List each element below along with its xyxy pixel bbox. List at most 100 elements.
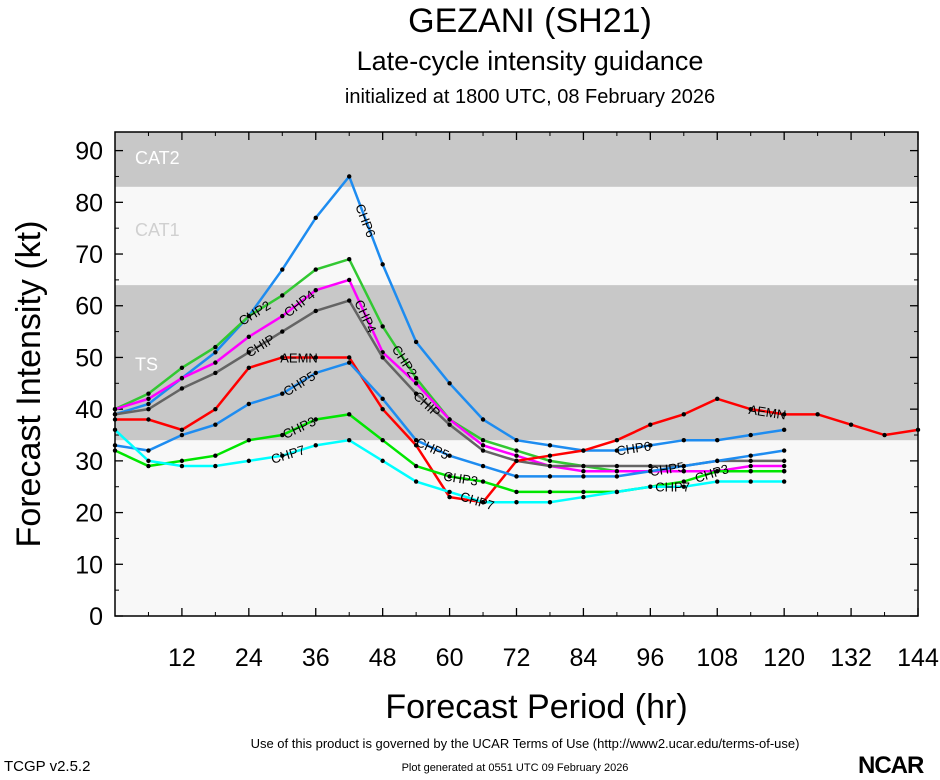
x-tick-label: 132	[830, 644, 872, 672]
data-point	[413, 463, 419, 469]
series-label: AEMN	[748, 402, 787, 423]
band-label: CAT1	[135, 220, 180, 240]
data-point	[380, 406, 385, 412]
data-point	[112, 427, 118, 433]
y-tick-label: 20	[75, 500, 103, 528]
data-point	[480, 417, 486, 422]
data-point	[480, 500, 486, 505]
band-label: TS	[135, 355, 158, 375]
data-point	[547, 443, 553, 448]
data-point	[581, 448, 586, 453]
init-time: initialized at 1800 UTC, 08 February 202…	[344, 86, 716, 108]
series-chp4	[112, 277, 787, 474]
data-point	[715, 458, 720, 464]
y-tick-label: 10	[75, 551, 103, 579]
data-point	[447, 417, 452, 422]
data-point	[280, 313, 285, 319]
data-point	[280, 293, 285, 298]
data-point	[313, 288, 318, 293]
data-point	[213, 370, 218, 376]
data-point	[514, 474, 519, 479]
data-point	[313, 417, 318, 422]
data-point	[681, 463, 686, 469]
data-point	[514, 437, 519, 443]
data-point	[213, 453, 218, 458]
series-label: CHP3	[442, 469, 479, 489]
data-point	[146, 463, 151, 469]
data-point	[781, 427, 787, 433]
data-point	[715, 437, 720, 443]
data-point	[547, 463, 553, 469]
data-point	[246, 437, 252, 443]
y-tick-label: 0	[89, 603, 103, 631]
data-point	[246, 334, 252, 339]
data-point	[781, 458, 787, 464]
data-point	[781, 469, 787, 474]
x-tick-label: 24	[235, 644, 263, 672]
data-point	[146, 458, 151, 464]
data-point	[413, 375, 419, 381]
data-point	[514, 458, 519, 464]
series-aemn	[112, 355, 921, 505]
data-point	[480, 443, 486, 448]
data-point	[681, 412, 686, 417]
data-point	[748, 469, 753, 474]
data-point	[347, 360, 352, 365]
data-point	[246, 350, 252, 355]
data-point	[179, 432, 185, 438]
data-point	[112, 406, 118, 412]
data-point	[447, 489, 452, 495]
data-point	[313, 267, 318, 272]
data-point	[213, 422, 218, 427]
data-point	[748, 406, 753, 412]
band-label: CAT2	[135, 148, 180, 168]
data-point	[112, 448, 118, 453]
chart-title: GEZANI (SH21)	[408, 2, 652, 40]
data-point	[347, 257, 352, 262]
data-point	[514, 489, 519, 495]
band-cat1	[115, 186, 918, 286]
data-point	[146, 406, 151, 412]
data-point	[179, 365, 185, 370]
data-point	[313, 370, 318, 376]
data-point	[112, 417, 118, 422]
data-point	[781, 412, 787, 417]
data-point	[480, 479, 486, 484]
data-point	[547, 500, 553, 505]
y-axis-label: Forecast Intensity (kt)	[10, 221, 48, 548]
data-point	[514, 453, 519, 458]
data-point	[480, 463, 486, 469]
data-point	[380, 437, 385, 443]
x-tick-label: 144	[897, 644, 939, 672]
data-point	[882, 432, 887, 438]
data-point	[748, 458, 753, 464]
data-point	[915, 427, 921, 433]
data-point	[547, 453, 553, 458]
data-point	[179, 458, 185, 464]
series-label: CHP6	[615, 438, 652, 458]
y-tick-label: 70	[75, 241, 103, 269]
data-point	[614, 437, 620, 443]
data-point	[246, 458, 252, 464]
data-point	[413, 479, 419, 484]
x-tick-label: 96	[636, 644, 664, 672]
data-point	[681, 479, 686, 484]
data-point	[380, 396, 385, 402]
data-point	[715, 479, 720, 484]
x-tick-label: 72	[503, 644, 531, 672]
data-point	[146, 417, 151, 422]
x-axis-label: Forecast Period (hr)	[385, 688, 687, 726]
y-tick-label: 60	[75, 293, 103, 321]
data-point	[347, 277, 352, 283]
data-point	[313, 443, 318, 448]
data-point	[748, 453, 753, 458]
data-point	[547, 489, 553, 495]
series-chp5	[112, 360, 787, 479]
data-point	[213, 360, 218, 365]
data-point	[380, 355, 385, 360]
data-point	[179, 375, 185, 381]
data-point	[614, 489, 620, 495]
x-tick-label: 12	[168, 644, 196, 672]
data-point	[681, 484, 686, 489]
data-point	[781, 463, 787, 469]
